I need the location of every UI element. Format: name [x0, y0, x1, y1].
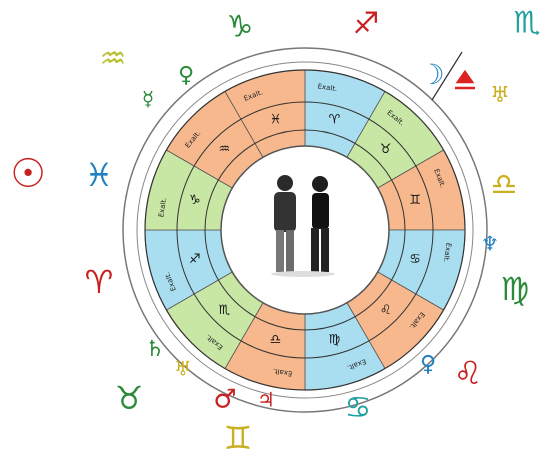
ring-glyph: ♓︎	[270, 112, 282, 127]
outer-glyph: ♆︎	[481, 232, 499, 256]
astrology-wheel: Exalt.Exalt.Exalt.Exalt.Exalt.Exalt.Exal…	[0, 0, 550, 461]
ring-glyph: ♍︎	[329, 333, 341, 348]
ring-glyph: ♊︎	[409, 193, 421, 208]
outer-glyph: ♉︎	[115, 379, 144, 417]
outer-glyph: ♅︎	[490, 83, 510, 108]
outer-glyph: ♀︎	[178, 63, 194, 88]
outer-glyph: ♑︎	[227, 10, 254, 45]
outer-glyph: ♂︎	[213, 385, 236, 415]
outer-glyph: ☿︎	[142, 87, 154, 111]
outer-glyph: ♌︎	[454, 354, 483, 392]
pluto-symbol	[455, 72, 475, 88]
outer-glyph: ♄︎	[145, 337, 165, 362]
ring-glyph: ♉︎	[380, 142, 392, 157]
outer-glyph: ♓︎	[85, 156, 114, 194]
ring-glyph: ♏︎	[219, 303, 231, 318]
ring-glyph: ♑︎	[189, 193, 201, 208]
ring-glyph: ♎︎	[270, 333, 282, 348]
outer-glyph: ♏︎	[514, 6, 541, 41]
outer-glyph: ♊︎	[224, 419, 253, 457]
outer-glyph: ♈︎	[85, 263, 114, 301]
outer-glyph: ♋︎	[345, 391, 372, 426]
ring-glyph: ♋︎	[409, 252, 421, 267]
outer-glyph: ♒︎	[100, 42, 127, 77]
ring-glyph: ♈︎	[329, 112, 341, 127]
ring-glyph: ♐︎	[189, 252, 201, 267]
outer-glyph: ♎︎	[491, 168, 518, 203]
outer-glyph: ♃︎	[257, 388, 275, 412]
outer-glyph: ♀︎	[420, 352, 436, 377]
ring-glyph: ♌︎	[380, 303, 392, 318]
outer-glyph: ♐︎	[353, 7, 380, 42]
center-circle	[221, 146, 389, 314]
outer-glyph: ☽︎	[419, 58, 444, 91]
outer-glyph: ♅︎	[174, 357, 192, 381]
outer-glyph: ♍︎	[501, 270, 530, 308]
outer-glyph: ☉︎	[10, 151, 46, 197]
ring-glyph: ♒︎	[219, 142, 231, 157]
